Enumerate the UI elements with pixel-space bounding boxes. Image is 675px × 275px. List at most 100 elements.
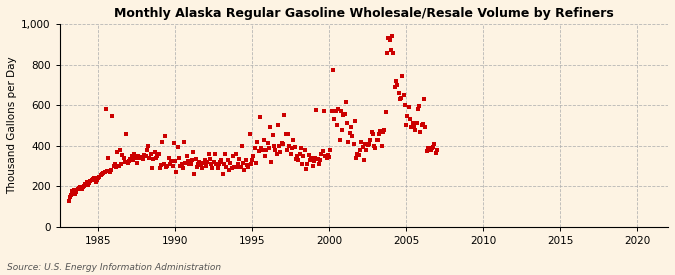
Point [427,145,437,150]
Point [156,163,167,167]
Point [293,158,304,162]
Point [289,145,300,149]
Point [192,165,202,169]
Point [221,165,232,169]
Point [398,93,409,97]
Point [263,145,274,150]
Point [384,38,395,42]
Point [144,156,155,160]
Text: Source: U.S. Energy Information Administration: Source: U.S. Energy Information Administ… [7,263,221,272]
Point [327,109,338,114]
Point [136,156,147,160]
Point [389,85,400,89]
Point [130,156,141,160]
Point [374,131,385,136]
Point [292,154,302,158]
Point [410,127,421,132]
Point [138,157,148,161]
Point [151,156,161,160]
Point [365,138,376,142]
Point [366,129,377,134]
Point [297,162,308,166]
Point [175,164,186,168]
Point [325,148,336,152]
Point [90,180,101,185]
Point [140,154,151,158]
Point [286,152,296,156]
Point [81,180,92,185]
Point [71,190,82,195]
Point [84,181,95,186]
Point [124,159,134,163]
Point [304,158,315,162]
Point [173,156,184,160]
Point [331,123,342,128]
Point [75,185,86,190]
Point [202,160,213,164]
Point [290,157,301,161]
Point [235,165,246,169]
Point [242,163,252,167]
Point [254,115,265,120]
Point [394,97,405,101]
Point [232,165,242,169]
Point [333,107,344,111]
Point [239,168,250,172]
Point [321,156,332,160]
Point [283,131,294,136]
Point [273,123,284,128]
Point [116,162,127,166]
Point [167,164,178,168]
Point [431,151,441,155]
Title: Monthly Alaska Regular Gasoline Wholesale/Resale Volume by Refiners: Monthly Alaska Regular Gasoline Wholesal… [114,7,614,20]
Point [267,132,278,137]
Point [337,127,348,132]
Point [319,109,329,114]
Point [362,142,373,147]
Point [213,162,224,166]
Point [324,155,335,159]
Point [259,138,269,142]
Point [65,194,76,199]
Point [261,148,272,152]
Point [240,158,251,162]
Point [92,178,103,183]
Point [311,108,322,112]
Point [119,156,130,160]
Point [72,187,83,192]
Point [180,161,191,165]
Point [313,157,323,161]
Point [284,144,295,148]
Point [148,157,159,161]
Point [298,154,309,158]
Point [266,160,277,164]
Point [429,142,440,146]
Point [412,107,423,111]
Point [330,109,341,114]
Point [302,162,313,166]
Point [288,138,299,142]
Point [102,169,113,173]
Point [230,152,241,156]
Point [400,103,410,107]
Point [158,162,169,166]
Point [135,155,146,159]
Point [97,172,107,176]
Point [347,133,358,138]
Point [340,100,351,104]
Point [357,145,368,149]
Point [115,148,126,152]
Point [223,168,234,172]
Point [85,179,96,183]
Point [188,150,198,154]
Point [225,161,236,165]
Point [351,156,362,160]
Point [431,148,442,152]
Point [352,152,362,156]
Point [203,152,214,156]
Point [275,150,286,154]
Point [209,160,219,164]
Point [257,148,268,152]
Point [198,161,209,165]
Point [308,159,319,163]
